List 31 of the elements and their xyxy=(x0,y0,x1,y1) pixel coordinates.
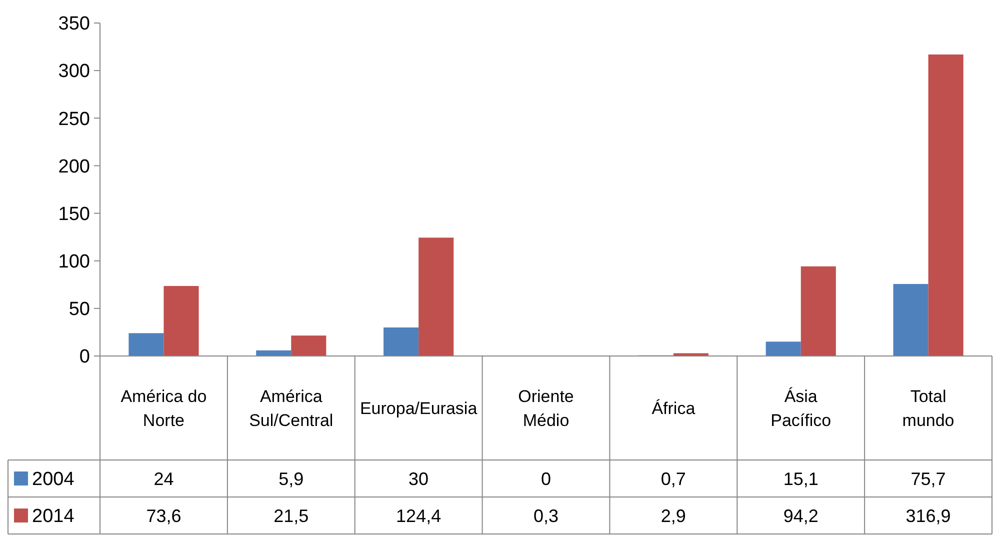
y-tick-label: 100 xyxy=(58,252,90,273)
data-label: 75,7 xyxy=(910,468,946,489)
data-label: 2,9 xyxy=(660,506,686,526)
data-label: 316,9 xyxy=(906,506,951,526)
x-tick-label: Europa/Eurasia xyxy=(360,398,478,418)
x-tick-label: Ásia Pacífico xyxy=(770,386,832,430)
y-tick-label: 300 xyxy=(58,61,90,82)
data-label: 94,2 xyxy=(783,506,818,526)
y-tick-label: 0 xyxy=(79,346,90,368)
y-tick-label: 350 xyxy=(58,14,90,35)
data-label: 0,3 xyxy=(533,506,559,526)
y-tick-label: 250 xyxy=(58,108,90,130)
data-label: 15,1 xyxy=(783,468,818,489)
data-label: 73,6 xyxy=(146,506,182,526)
data-label: 5,9 xyxy=(278,468,304,489)
data-label: 124,4 xyxy=(396,506,442,526)
x-tick-label: África xyxy=(652,398,696,418)
data-label: 21,5 xyxy=(274,506,309,526)
x-tick-label: Total mundo xyxy=(902,386,954,430)
x-tick-label: Oriente Médio xyxy=(518,386,574,430)
y-tick-label: 200 xyxy=(58,156,90,178)
x-tick-label: América Sul/Central xyxy=(249,386,334,430)
data-label: 0,7 xyxy=(660,468,686,489)
y-tick-label: 50 xyxy=(68,299,90,320)
y-tick-label: 150 xyxy=(58,204,90,225)
x-tick-label: América do Norte xyxy=(120,386,207,430)
data-label: 0 xyxy=(540,468,552,489)
legend-label: 2014 xyxy=(32,506,75,528)
legend-label: 2004 xyxy=(32,469,75,490)
data-label: 24 xyxy=(154,468,174,489)
data-label: 30 xyxy=(408,468,429,489)
